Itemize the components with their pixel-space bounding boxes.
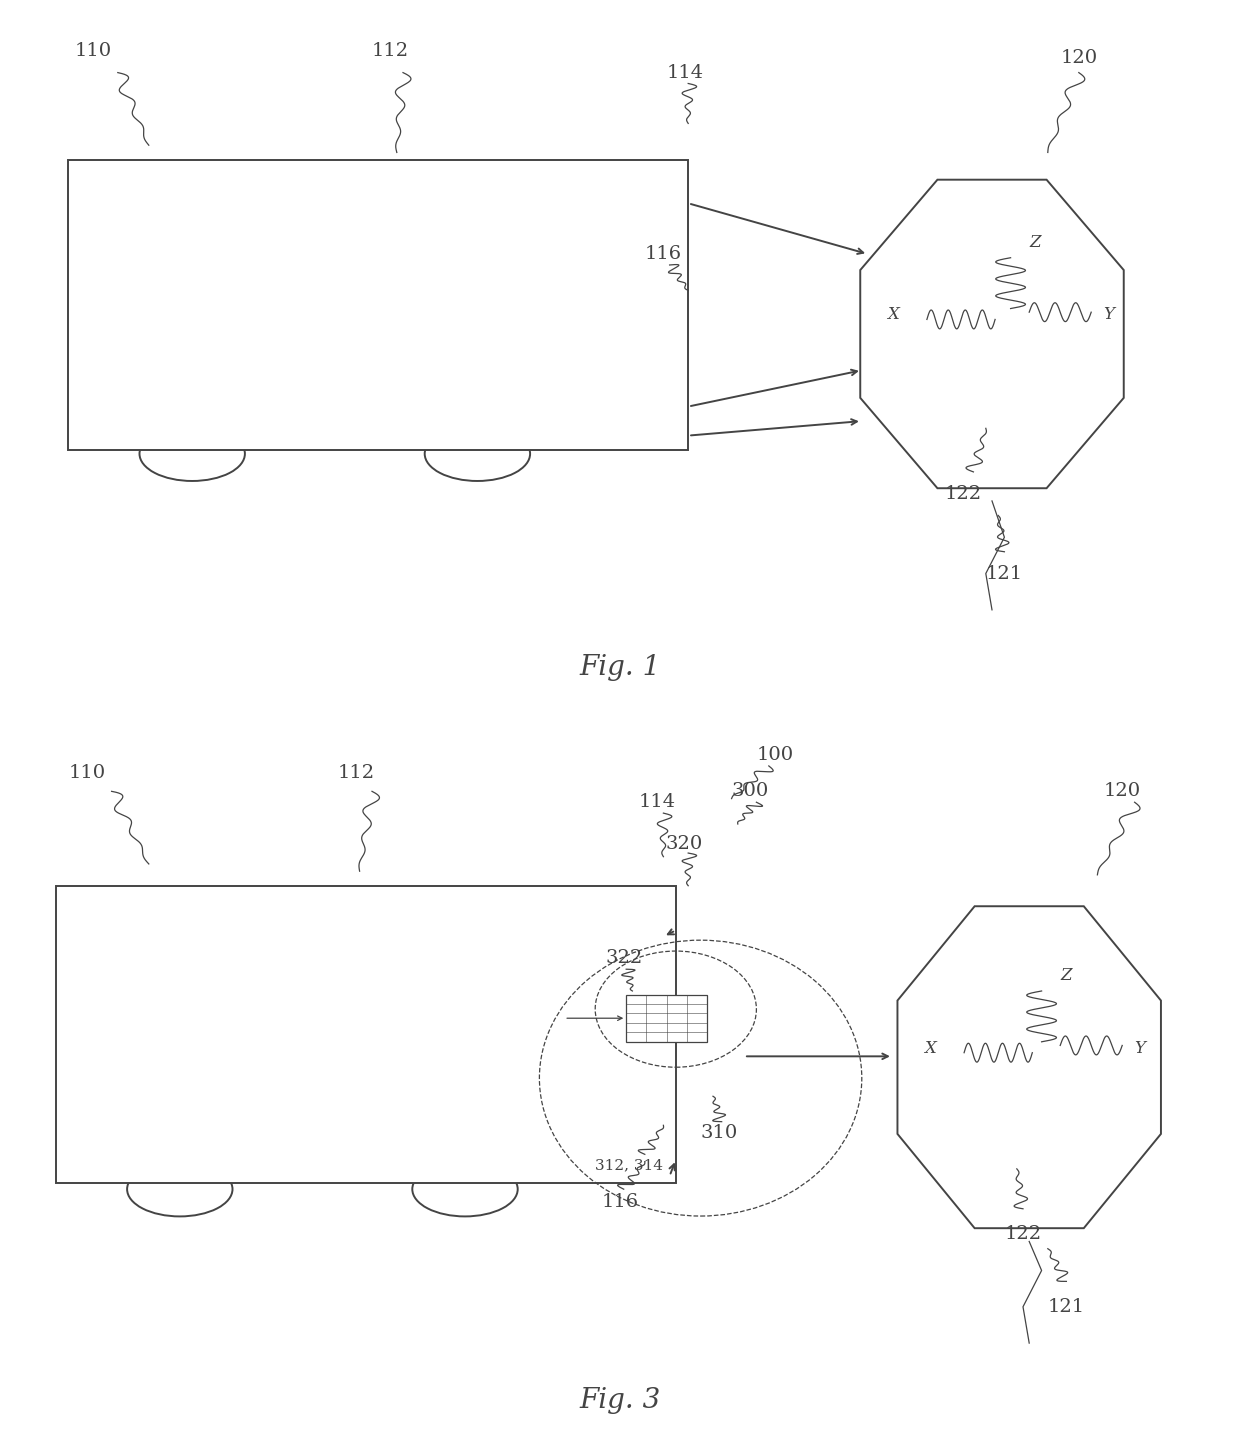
Text: Fig. 1: Fig. 1	[579, 655, 661, 681]
Text: 320: 320	[666, 835, 703, 852]
Bar	[68, 160, 688, 450]
Text: 110: 110	[68, 764, 105, 783]
Text: 100: 100	[756, 746, 794, 764]
Text: 120: 120	[1104, 783, 1141, 800]
Text: 112: 112	[337, 764, 374, 783]
Text: 300: 300	[732, 783, 769, 800]
Bar	[56, 886, 676, 1183]
Ellipse shape	[139, 427, 244, 481]
Bar	[626, 995, 707, 1043]
Text: 114: 114	[667, 64, 704, 81]
Text: Z: Z	[1060, 967, 1071, 984]
Text: 120: 120	[1060, 49, 1097, 67]
Text: 116: 116	[601, 1192, 639, 1211]
Text: 322: 322	[605, 950, 642, 967]
Text: Y: Y	[1135, 1040, 1146, 1057]
Ellipse shape	[424, 427, 531, 481]
Text: Fig. 3: Fig. 3	[579, 1388, 661, 1414]
Text: 122: 122	[1004, 1225, 1042, 1243]
Text: 122: 122	[945, 485, 982, 502]
Text: Y: Y	[1104, 306, 1115, 324]
Text: 121: 121	[1048, 1298, 1085, 1316]
Text: 121: 121	[986, 565, 1023, 582]
Ellipse shape	[126, 1162, 233, 1217]
Text: 310: 310	[701, 1124, 738, 1141]
Text: X: X	[924, 1040, 936, 1057]
Polygon shape	[898, 906, 1161, 1228]
Text: X: X	[887, 306, 899, 324]
Text: 116: 116	[645, 245, 682, 263]
Text: 114: 114	[639, 793, 676, 812]
Text: 112: 112	[372, 42, 409, 60]
Text: 312, 314: 312, 314	[595, 1159, 663, 1172]
Text: 110: 110	[74, 42, 112, 60]
Polygon shape	[861, 180, 1123, 488]
Ellipse shape	[412, 1162, 518, 1217]
Text: Z: Z	[1029, 234, 1040, 251]
